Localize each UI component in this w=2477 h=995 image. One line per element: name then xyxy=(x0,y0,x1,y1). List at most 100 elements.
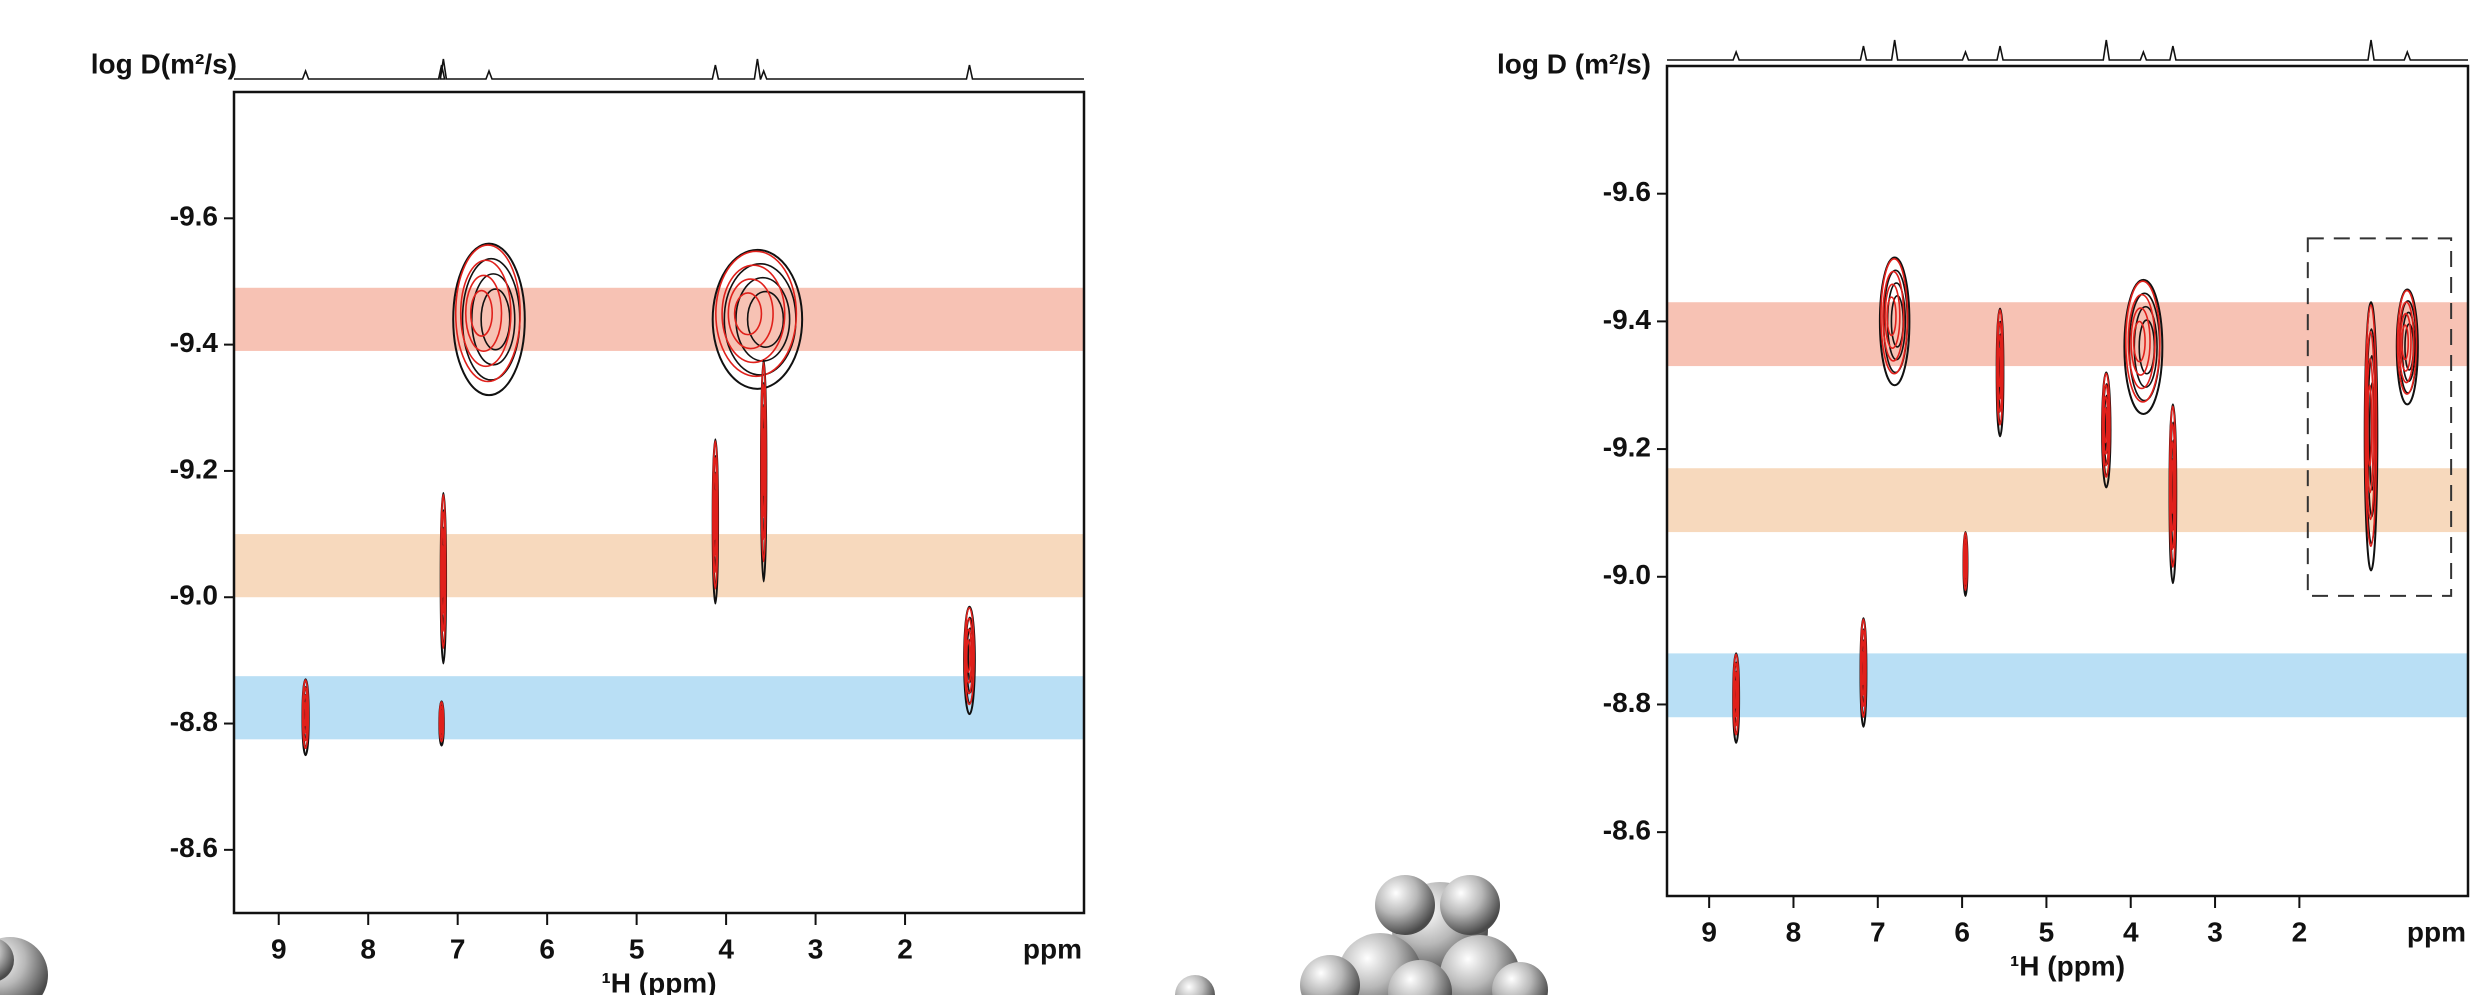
y-tick-label: -8.8 xyxy=(170,706,218,737)
contour-ring xyxy=(1884,283,1901,350)
peak xyxy=(2363,301,2379,572)
band xyxy=(1667,302,2468,367)
peak xyxy=(2101,371,2112,489)
contour-ring xyxy=(1997,347,2002,388)
y-tick-label: -9.6 xyxy=(170,201,218,232)
y-tick-label: -8.6 xyxy=(1603,815,1651,846)
contour-ring xyxy=(469,289,494,337)
contour-ring xyxy=(733,292,763,336)
x-tick-label: 3 xyxy=(2207,916,2223,947)
contour-ring xyxy=(1882,270,1905,362)
contour-ring xyxy=(1880,258,1909,375)
x-tick-label: 5 xyxy=(2039,916,2055,947)
contour-ring xyxy=(2367,384,2373,467)
panel: -9.6 -9.4 -9.2 -9.0 -8.8 -8.6 9 8 7 6 5 4 3 2 ppm ¹H (p… xyxy=(1497,39,2470,981)
x-tick-label: 3 xyxy=(808,933,824,964)
contour-ring xyxy=(746,290,785,348)
contour-ring xyxy=(761,428,765,497)
contour-ring xyxy=(2365,330,2376,521)
peak xyxy=(2123,278,2164,415)
y-axis-label: log D(m²/s) xyxy=(91,48,237,79)
contour-ring xyxy=(454,244,521,383)
contour xyxy=(1878,256,1911,387)
contour-ring xyxy=(2103,407,2108,444)
y-tick-label: -9.4 xyxy=(1603,304,1652,335)
y-tick-label: -8.6 xyxy=(170,832,218,863)
contour xyxy=(711,248,804,390)
contour-ring xyxy=(2398,301,2415,384)
contour-ring xyxy=(713,489,717,541)
y-tick-label: -9.0 xyxy=(1603,559,1651,590)
peak xyxy=(2395,288,2419,406)
contour-ring xyxy=(2130,307,2151,376)
plot-frame xyxy=(1665,64,2470,898)
molecule-left xyxy=(0,937,48,995)
contour-ring xyxy=(1963,551,1967,572)
y-tick-label: -8.8 xyxy=(1603,687,1651,718)
panel: -9.6 -9.4 -9.2 -9.0 -8.8 -8.6 9 8 7 6 5 4 3 2 ppm ¹H (p… xyxy=(91,48,1086,995)
highlight-box xyxy=(2306,237,2453,597)
x-tick-label: 9 xyxy=(1701,916,1717,947)
peak xyxy=(711,438,720,605)
peak xyxy=(301,678,310,757)
contour-ring xyxy=(480,288,511,351)
x-tick-label: 5 xyxy=(629,933,645,964)
peak xyxy=(1962,531,1969,597)
band xyxy=(1667,653,2468,718)
x-axis-label: ¹H (ppm) xyxy=(2010,950,2125,981)
band xyxy=(234,534,1084,598)
x-unit: ppm xyxy=(2407,916,2466,947)
contour xyxy=(452,242,526,397)
contour-ring xyxy=(2124,280,2161,403)
contour xyxy=(2123,278,2164,415)
band xyxy=(1667,468,2468,533)
peak xyxy=(438,700,445,747)
contour-ring xyxy=(1886,296,1897,337)
contour-ring xyxy=(464,274,503,352)
x-tick-label: 4 xyxy=(2123,916,2139,947)
contour-ring xyxy=(2132,320,2146,363)
x-unit: ppm xyxy=(1023,933,1082,964)
contour-ring xyxy=(459,259,512,368)
contour-ring xyxy=(2127,293,2156,390)
x-tick-label: 7 xyxy=(1870,916,1886,947)
molecule-center xyxy=(1175,875,1548,995)
y-tick-label: -9.2 xyxy=(1603,431,1651,462)
contour-ring xyxy=(2170,459,2174,515)
y-tick-label: -9.0 xyxy=(170,580,218,611)
contour-ring xyxy=(1733,680,1738,709)
x-tick-label: 2 xyxy=(897,933,913,964)
plot-frame xyxy=(232,90,1086,915)
band xyxy=(234,676,1084,740)
y-tick-label: -9.2 xyxy=(170,453,218,484)
contour-ring xyxy=(2396,289,2418,395)
peak xyxy=(760,359,768,583)
peak xyxy=(439,492,448,665)
contour-ring xyxy=(2399,312,2412,372)
contour-ring xyxy=(439,714,443,730)
band xyxy=(234,287,1084,351)
contour-ring xyxy=(441,545,445,598)
contour-ring xyxy=(2366,357,2375,494)
contour-ring xyxy=(2364,304,2378,548)
x-tick-label: 8 xyxy=(1786,916,1802,947)
peak xyxy=(711,248,804,390)
x-tick-label: 7 xyxy=(450,933,466,964)
x-tick-label: 2 xyxy=(2292,916,2308,947)
contour-ring xyxy=(727,278,774,350)
contour-ring xyxy=(2401,324,2410,361)
y-tick-label: -9.4 xyxy=(170,327,219,358)
x-tick-label: 6 xyxy=(539,933,555,964)
projection-spectrum xyxy=(1667,39,2468,61)
x-tick-label: 6 xyxy=(1954,916,1970,947)
contour-ring xyxy=(715,250,798,378)
peak xyxy=(2168,403,2178,585)
peak xyxy=(1859,617,1868,728)
peak xyxy=(1878,256,1911,387)
contour-ring xyxy=(721,264,786,364)
x-tick-label: 4 xyxy=(718,933,734,964)
contour-ring xyxy=(303,702,307,727)
y-tick-label: -9.6 xyxy=(1603,176,1651,207)
peak xyxy=(963,605,976,716)
